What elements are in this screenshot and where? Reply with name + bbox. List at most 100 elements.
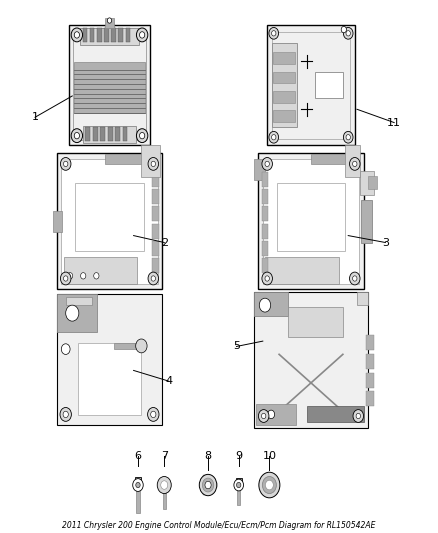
Bar: [273, 52, 295, 64]
Text: 1: 1: [32, 112, 39, 122]
Circle shape: [60, 272, 71, 285]
Bar: [57, 294, 162, 425]
Circle shape: [265, 161, 269, 166]
Bar: [262, 259, 268, 273]
Circle shape: [148, 158, 159, 171]
Bar: [262, 224, 268, 239]
Text: 2011 Chrysler 200 Engine Control Module/Ecu/Ecm/Pcm Diagram for RL150542AE: 2011 Chrysler 200 Engine Control Module/…: [62, 521, 376, 530]
Bar: [315, 72, 343, 99]
Bar: [366, 391, 374, 406]
Bar: [105, 155, 158, 164]
Bar: [66, 297, 92, 305]
Bar: [152, 241, 159, 256]
Bar: [366, 373, 374, 387]
Text: 3: 3: [382, 238, 389, 247]
Bar: [93, 127, 98, 141]
Circle shape: [356, 414, 360, 419]
Bar: [258, 154, 364, 289]
Circle shape: [64, 161, 68, 166]
Bar: [366, 335, 374, 350]
Bar: [135, 477, 141, 485]
Circle shape: [262, 272, 272, 285]
Bar: [267, 26, 355, 146]
Text: 11: 11: [387, 118, 401, 127]
Bar: [97, 28, 102, 42]
Bar: [161, 478, 167, 485]
Circle shape: [353, 276, 357, 281]
Bar: [273, 110, 295, 122]
Bar: [57, 294, 97, 332]
Bar: [53, 211, 62, 232]
Bar: [215, 483, 217, 487]
Bar: [265, 257, 339, 284]
Circle shape: [258, 409, 269, 422]
Circle shape: [262, 477, 276, 494]
Circle shape: [136, 482, 140, 488]
Circle shape: [265, 480, 273, 490]
Bar: [74, 31, 145, 140]
Text: 8: 8: [205, 451, 212, 461]
Circle shape: [74, 32, 80, 38]
Bar: [152, 172, 159, 187]
Bar: [64, 257, 137, 284]
Circle shape: [346, 135, 350, 140]
Circle shape: [262, 158, 272, 171]
Bar: [114, 343, 137, 349]
Bar: [85, 127, 90, 141]
Circle shape: [133, 479, 143, 491]
Circle shape: [261, 414, 266, 419]
Circle shape: [94, 273, 99, 279]
Circle shape: [353, 409, 364, 422]
Bar: [254, 159, 265, 180]
Bar: [273, 91, 295, 103]
Text: 2: 2: [161, 238, 168, 247]
Circle shape: [137, 28, 148, 42]
Bar: [152, 224, 159, 239]
Bar: [100, 127, 105, 141]
Bar: [83, 126, 136, 143]
Circle shape: [71, 129, 82, 142]
Circle shape: [67, 273, 73, 279]
Circle shape: [269, 132, 279, 143]
Circle shape: [272, 30, 276, 36]
Text: 4: 4: [165, 376, 172, 386]
Bar: [368, 176, 377, 189]
Circle shape: [269, 27, 279, 39]
Bar: [361, 200, 372, 243]
Bar: [366, 354, 374, 369]
Circle shape: [137, 129, 148, 142]
Bar: [111, 28, 116, 42]
Circle shape: [64, 276, 68, 281]
Circle shape: [60, 158, 71, 171]
Circle shape: [81, 273, 86, 279]
Circle shape: [161, 481, 168, 489]
Circle shape: [234, 479, 244, 491]
Circle shape: [148, 407, 159, 421]
Bar: [78, 343, 141, 415]
Bar: [311, 155, 358, 164]
Circle shape: [343, 132, 353, 143]
Bar: [307, 406, 364, 422]
Text: 10: 10: [262, 451, 276, 461]
Bar: [57, 154, 162, 289]
Bar: [237, 485, 240, 505]
Circle shape: [66, 305, 79, 321]
Circle shape: [202, 478, 214, 492]
Circle shape: [60, 407, 71, 421]
Bar: [69, 26, 150, 146]
Circle shape: [136, 339, 147, 353]
Circle shape: [151, 161, 155, 167]
Bar: [80, 28, 139, 45]
Bar: [345, 146, 360, 177]
Bar: [75, 183, 144, 251]
Bar: [74, 62, 145, 113]
Text: 9: 9: [235, 451, 242, 461]
Circle shape: [343, 27, 353, 39]
Bar: [254, 292, 368, 427]
Bar: [105, 19, 114, 28]
Circle shape: [151, 276, 155, 281]
Bar: [272, 32, 350, 139]
Circle shape: [272, 135, 276, 140]
Circle shape: [341, 27, 346, 33]
Bar: [357, 292, 368, 305]
